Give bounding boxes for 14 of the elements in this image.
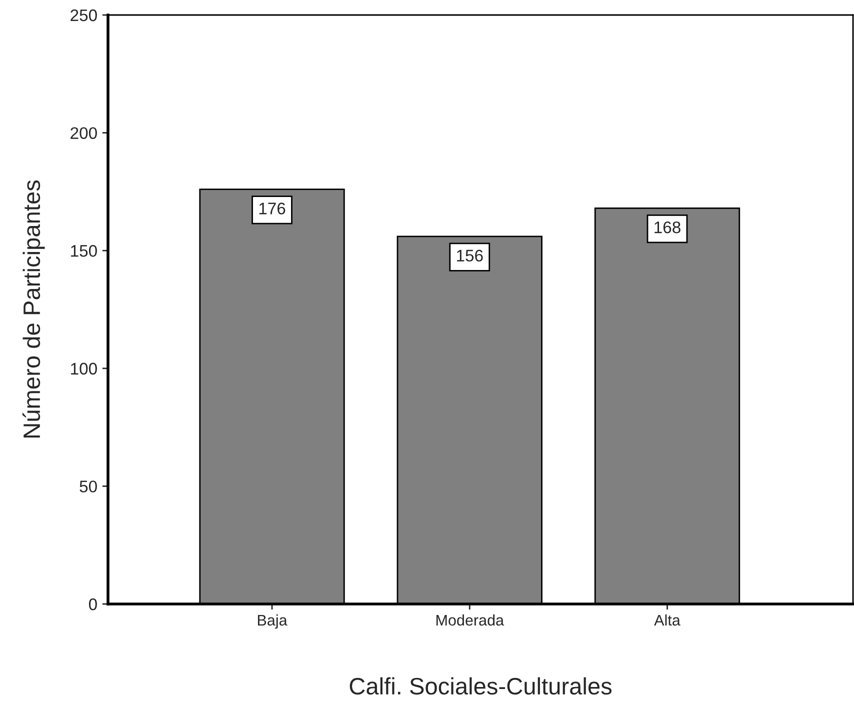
y-tick-label: 50 (80, 480, 97, 492)
data-label: 156 (457, 250, 483, 262)
y-axis-title: Número de Participantes (22, 180, 45, 438)
x-tick-label: Moderada (436, 614, 504, 626)
y-tick-label: 200 (70, 127, 97, 140)
y-tick-label: 0 (88, 598, 97, 610)
y-tick-label: 100 (71, 362, 97, 375)
y-tick-label: 150 (71, 245, 97, 257)
data-label: 168 (654, 221, 680, 234)
data-label: 176 (259, 202, 286, 214)
y-tick-label: 250 (70, 9, 97, 22)
x-axis-title: Calfi. Sociales-Culturales (350, 677, 612, 695)
x-tick-label: Baja (258, 614, 288, 629)
x-tick-label: Alta (654, 614, 680, 626)
